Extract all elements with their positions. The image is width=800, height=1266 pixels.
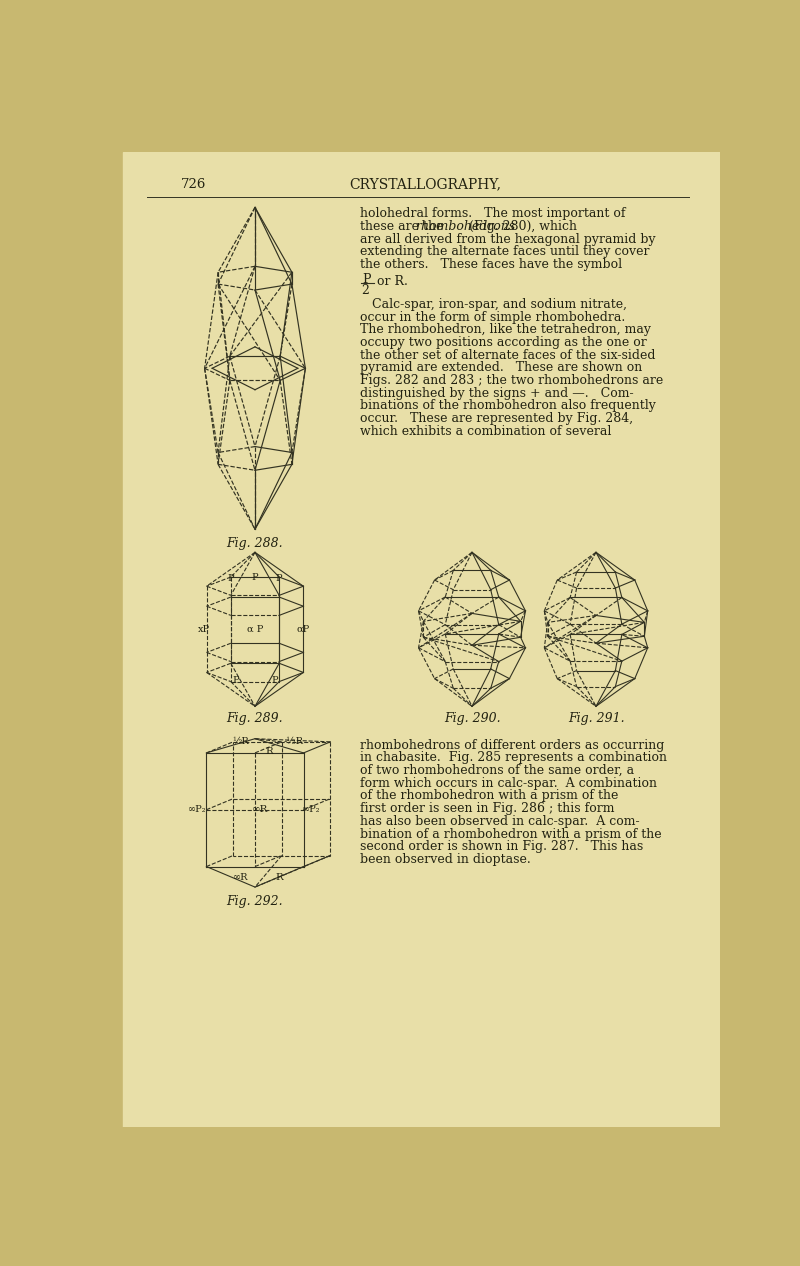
- Text: holohedral forms.   The most important of: holohedral forms. The most important of: [360, 208, 625, 220]
- Text: Figs. 282 and 283 ; the two rhombohedrons are: Figs. 282 and 283 ; the two rhombohedron…: [360, 373, 663, 387]
- Text: P: P: [227, 573, 234, 584]
- Text: Fig. 288.: Fig. 288.: [226, 537, 283, 549]
- Text: binations of the rhombohedron also frequently: binations of the rhombohedron also frequ…: [360, 400, 655, 413]
- Text: Calc-spar, iron-spar, and sodium nitrate,: Calc-spar, iron-spar, and sodium nitrate…: [360, 298, 626, 311]
- Text: of two rhombohedrons of the same order, a: of two rhombohedrons of the same order, …: [360, 765, 634, 777]
- Text: second order is shown in Fig. 287.   This has: second order is shown in Fig. 287. This …: [360, 841, 643, 853]
- Text: P: P: [276, 573, 282, 584]
- Text: Fig. 289.: Fig. 289.: [226, 713, 283, 725]
- Text: P: P: [271, 676, 278, 685]
- Text: the other set of alternate faces of the six-sided: the other set of alternate faces of the …: [360, 348, 655, 362]
- Text: occupy two positions according as the one or: occupy two positions according as the on…: [360, 335, 646, 349]
- Text: which exhibits a combination of several: which exhibits a combination of several: [360, 425, 611, 438]
- Text: P: P: [232, 676, 239, 685]
- Text: Fig. 291.: Fig. 291.: [568, 713, 624, 725]
- Text: P: P: [362, 273, 371, 286]
- Text: 2: 2: [361, 284, 369, 298]
- Text: CRYSTALLOGRAPHY,: CRYSTALLOGRAPHY,: [350, 177, 502, 191]
- Text: The rhombohedron, like the tetrahedron, may: The rhombohedron, like the tetrahedron, …: [360, 323, 650, 337]
- Text: Fig. 292.: Fig. 292.: [226, 895, 283, 908]
- Text: αP: αP: [297, 625, 310, 634]
- Text: ∞P₂: ∞P₂: [189, 805, 207, 814]
- Text: are all derived from the hexagonal pyramid by: are all derived from the hexagonal pyram…: [360, 233, 655, 246]
- Text: ∞R: ∞R: [252, 805, 268, 814]
- Text: has also been observed in calc-spar.  A com-: has also been observed in calc-spar. A c…: [360, 815, 639, 828]
- Text: rhombohedrons: rhombohedrons: [415, 220, 515, 233]
- Text: distinguished by the signs + and —.   Com-: distinguished by the signs + and —. Com-: [360, 387, 634, 400]
- Text: bination of a rhombohedron with a prism of the: bination of a rhombohedron with a prism …: [360, 828, 662, 841]
- Text: ½R: ½R: [232, 737, 249, 747]
- Text: xP: xP: [198, 625, 210, 634]
- Text: form which occurs in calc-spar.  A combination: form which occurs in calc-spar. A combin…: [360, 777, 657, 790]
- Text: the others.   These faces have the symbol: the others. These faces have the symbol: [360, 258, 622, 271]
- Text: 726: 726: [182, 177, 206, 191]
- Text: R: R: [266, 747, 274, 756]
- Text: these are the: these are the: [360, 220, 447, 233]
- Text: R: R: [275, 874, 283, 882]
- Text: been observed in dioptase.: been observed in dioptase.: [360, 853, 530, 866]
- Text: -½R: -½R: [284, 737, 304, 747]
- Text: occur.   These are represented by Fig. 284,: occur. These are represented by Fig. 284…: [360, 413, 633, 425]
- Text: or R.: or R.: [377, 275, 407, 287]
- Text: rhombohedrons of different orders as occurring: rhombohedrons of different orders as occ…: [360, 738, 664, 752]
- Text: α P: α P: [247, 625, 263, 634]
- Text: in chabasite.  Fig. 285 represents a combination: in chabasite. Fig. 285 represents a comb…: [360, 751, 666, 765]
- Text: ∞P₂: ∞P₂: [302, 805, 320, 814]
- Text: of the rhombohedron with a prism of the: of the rhombohedron with a prism of the: [360, 790, 618, 803]
- Text: P: P: [252, 572, 258, 581]
- Text: ∞R: ∞R: [233, 874, 248, 882]
- Text: extending the alternate faces until they cover: extending the alternate faces until they…: [360, 246, 649, 258]
- Text: first order is seen in Fig. 286 ; this form: first order is seen in Fig. 286 ; this f…: [360, 803, 614, 815]
- Text: occur in the form of simple rhombohedra.: occur in the form of simple rhombohedra.: [360, 310, 625, 324]
- Text: (Fig. 280), which: (Fig. 280), which: [466, 220, 578, 233]
- Text: Fig. 290.: Fig. 290.: [444, 713, 500, 725]
- Text: pyramid are extended.   These are shown on: pyramid are extended. These are shown on: [360, 361, 642, 375]
